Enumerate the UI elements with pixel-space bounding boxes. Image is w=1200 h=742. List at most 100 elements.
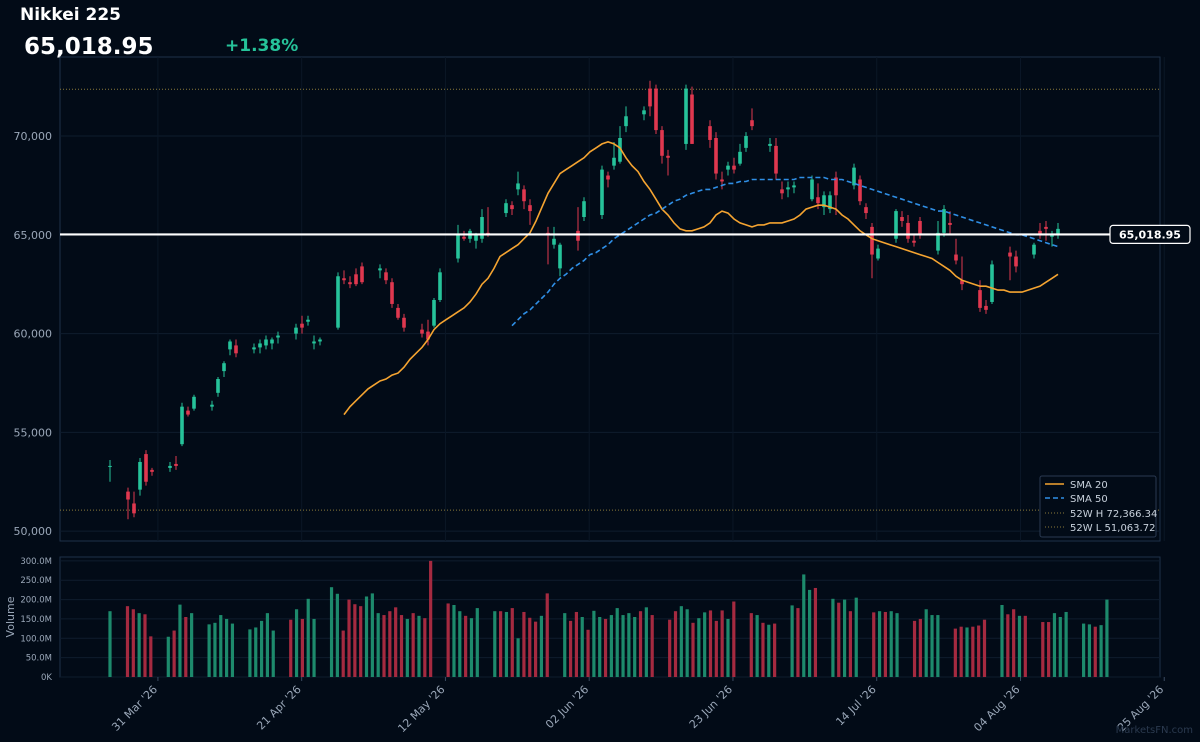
volume-bar xyxy=(959,626,963,677)
candle-body xyxy=(834,177,838,196)
legend-label-sma50: SMA 50 xyxy=(1070,494,1108,505)
volume-bar xyxy=(580,617,584,677)
volume-bar xyxy=(895,613,899,677)
volume-bar xyxy=(982,619,987,677)
candle-body xyxy=(948,222,952,225)
price-axis-tick-label: 55,000 xyxy=(14,426,53,439)
legend-label-sma20: SMA 20 xyxy=(1070,480,1108,491)
candle-body xyxy=(600,169,604,216)
candle xyxy=(354,268,358,287)
candle-body xyxy=(1032,244,1036,255)
sma50-line xyxy=(511,176,1059,327)
volume-bar xyxy=(353,604,357,677)
candle-body xyxy=(738,151,742,164)
candle-body xyxy=(624,116,628,127)
volume-bar xyxy=(598,617,602,677)
candle-body xyxy=(858,179,862,202)
candle xyxy=(810,175,814,202)
volume-bar xyxy=(452,605,456,677)
candle-body xyxy=(732,165,736,170)
candle-body xyxy=(336,276,340,328)
volume-bar xyxy=(1058,617,1062,677)
volume-bar xyxy=(1105,599,1109,677)
volume-bar xyxy=(545,593,549,677)
volume-bar xyxy=(341,630,345,677)
candle-body xyxy=(396,307,400,318)
legend-label-52w-high: 52W H 72,366.34 xyxy=(1070,509,1157,520)
volume-bar xyxy=(469,618,474,677)
price-axis-tick-label: 70,000 xyxy=(14,130,53,143)
candle-body xyxy=(618,137,622,162)
candle xyxy=(510,201,514,216)
candle xyxy=(906,215,910,243)
candle xyxy=(786,181,790,198)
volume-bar xyxy=(376,613,380,677)
candle-body xyxy=(432,299,436,326)
candle xyxy=(1044,220,1048,241)
candle xyxy=(318,337,322,346)
candle-body xyxy=(912,240,916,243)
volume-bar xyxy=(464,615,468,677)
candle xyxy=(774,137,778,180)
volume-bar xyxy=(808,589,812,677)
candle xyxy=(690,86,694,144)
candle xyxy=(618,126,622,164)
candle-body xyxy=(1008,252,1012,257)
candle-body xyxy=(402,317,406,328)
volume-bar xyxy=(1082,623,1086,677)
volume-bar xyxy=(347,599,351,677)
volume-bar xyxy=(1023,615,1027,677)
volume-bar xyxy=(125,606,130,677)
volume-bar xyxy=(568,620,573,677)
candle xyxy=(402,313,406,332)
volume-bar xyxy=(493,611,497,677)
volume-axis-tick-label: 250.0M xyxy=(20,576,52,586)
volume-bar xyxy=(108,611,112,677)
volume-bar xyxy=(802,574,806,677)
candle-body xyxy=(612,157,616,166)
candle-body xyxy=(522,189,526,202)
candle xyxy=(216,377,220,397)
candle-body xyxy=(168,465,172,468)
candle-body xyxy=(192,396,196,409)
candle xyxy=(948,211,952,235)
candle-body xyxy=(606,175,610,180)
date-axis-tick-label: 12 May '26 xyxy=(395,683,447,735)
volume-bar xyxy=(971,626,975,677)
candle xyxy=(300,315,304,334)
candle-body xyxy=(276,335,280,338)
volume-bar xyxy=(755,615,759,677)
candle-body xyxy=(174,463,178,466)
candle-body xyxy=(792,185,796,188)
candle xyxy=(960,256,964,291)
candle-body xyxy=(264,339,268,346)
candle xyxy=(516,171,520,196)
volume-bar xyxy=(172,630,176,677)
candle xyxy=(750,108,754,131)
volume-bar xyxy=(930,615,934,677)
volume-bar xyxy=(924,609,928,677)
candle-body xyxy=(708,126,712,140)
candle-body xyxy=(462,236,466,239)
candle-body xyxy=(810,179,814,200)
volume-bar xyxy=(912,620,917,677)
candle xyxy=(894,209,898,243)
candle-body xyxy=(768,143,772,146)
candle xyxy=(426,319,430,346)
candle xyxy=(384,268,388,285)
volume-bar xyxy=(388,611,392,677)
candle xyxy=(558,242,562,277)
candle xyxy=(900,211,904,227)
candle-body xyxy=(552,238,556,245)
candle-body xyxy=(474,234,478,241)
volume-bar xyxy=(399,615,404,677)
candle-body xyxy=(456,234,460,259)
candle-body xyxy=(1056,228,1060,235)
candle xyxy=(186,406,190,417)
candle-body xyxy=(210,404,214,407)
date-axis-tick-label: 14 Jul '26 xyxy=(833,683,878,728)
candle-body xyxy=(384,272,388,281)
volume-bar xyxy=(673,611,678,677)
date-axis-tick-label: 02 Jun '26 xyxy=(543,683,591,731)
